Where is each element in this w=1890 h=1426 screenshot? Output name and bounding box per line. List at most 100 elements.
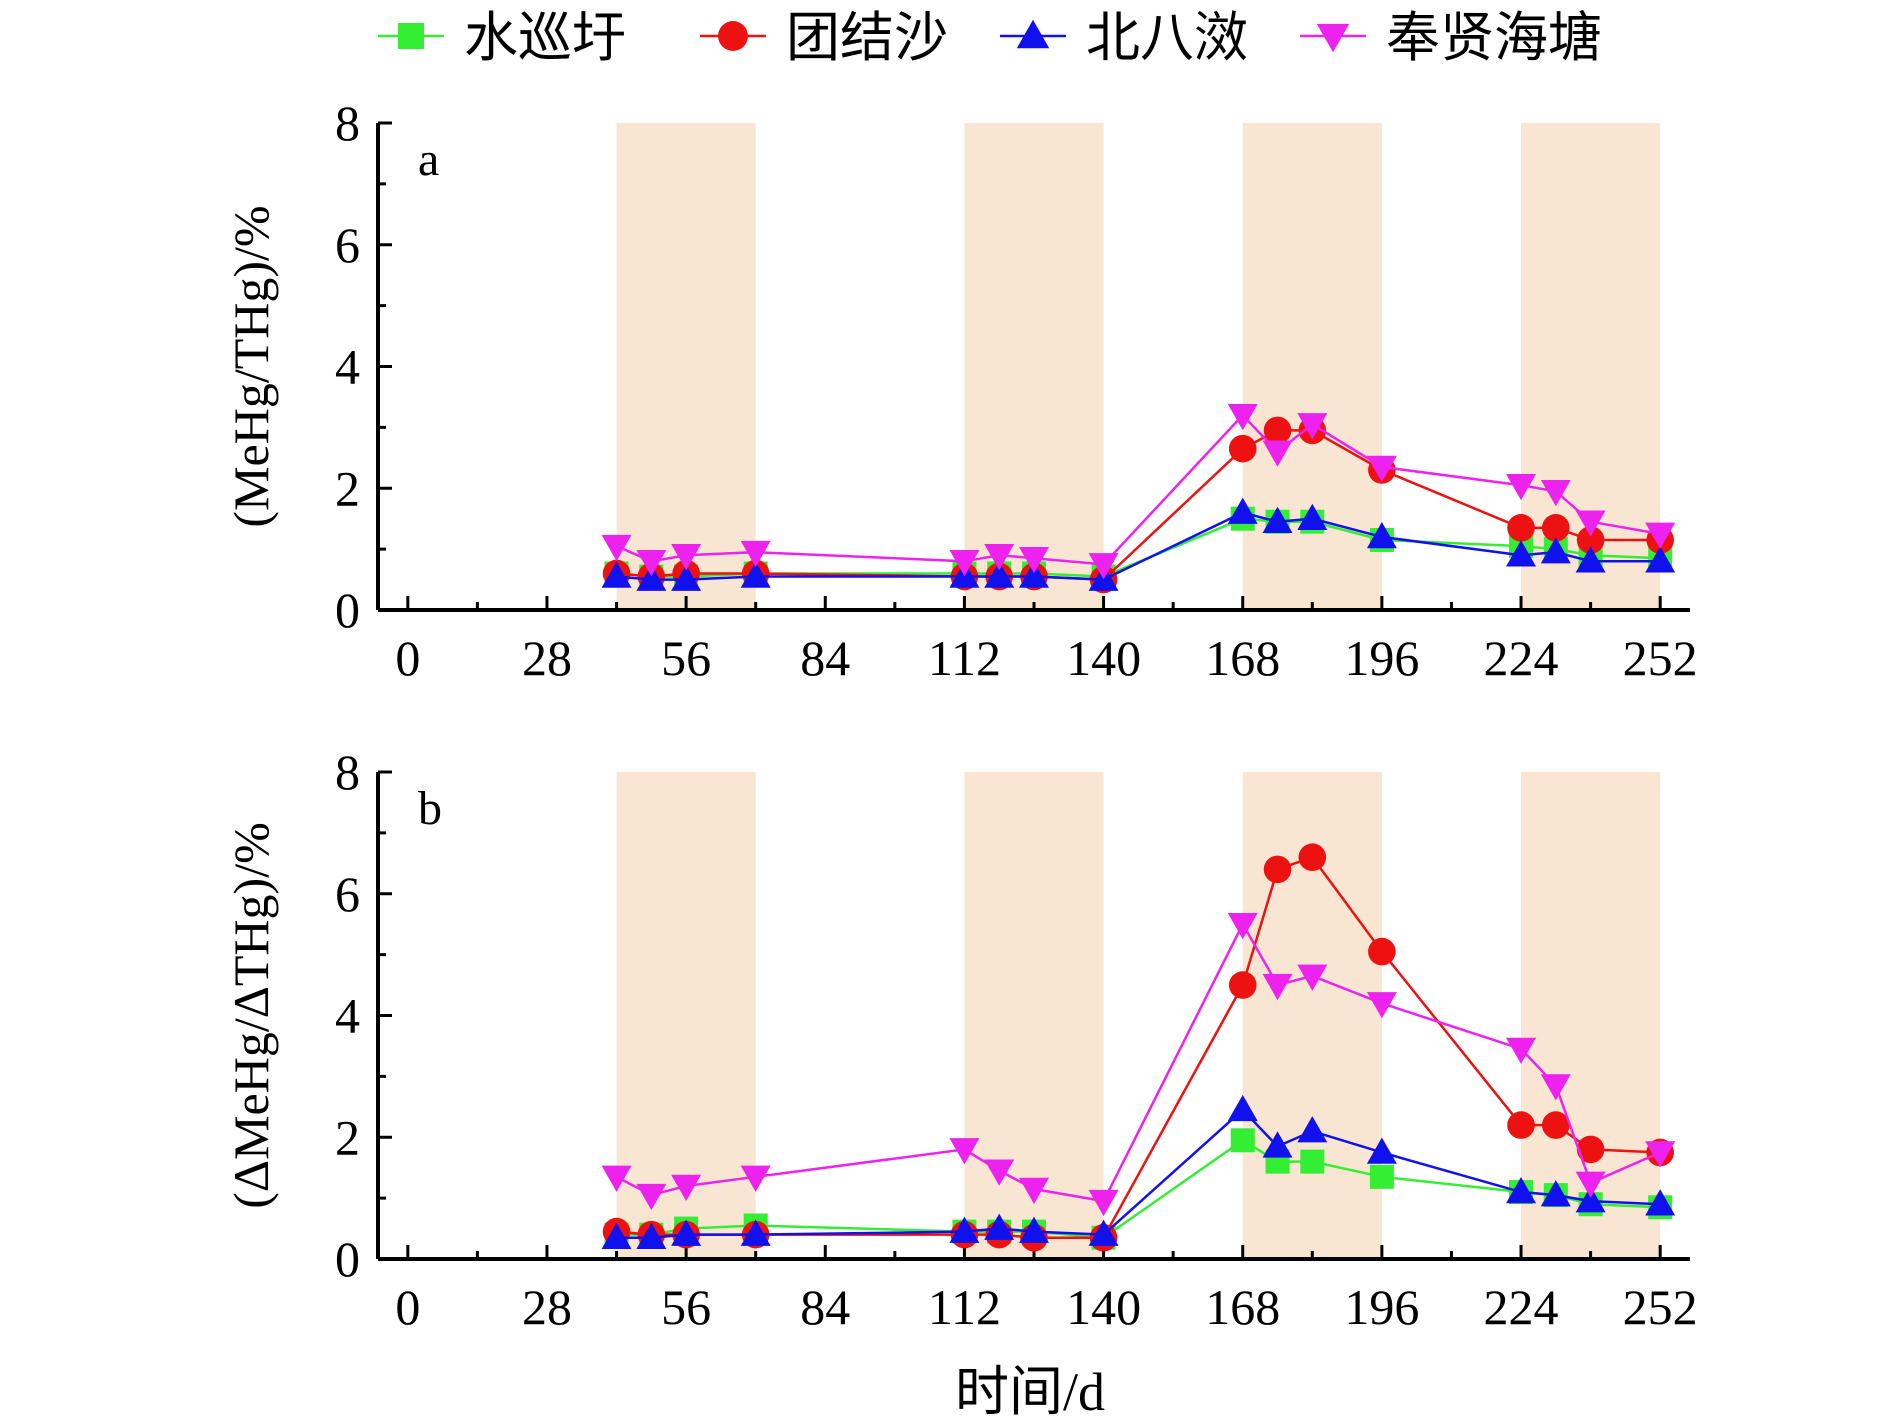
data-point-a-1-8 bbox=[1228, 434, 1257, 463]
data-point-b-2-10 bbox=[1297, 1116, 1328, 1143]
data-point-b-2-5 bbox=[984, 1213, 1015, 1240]
panel-a: 0 2 4 6 8 0 28 56 84 112 140 168 196 224 252 (MeHg/THg)… bbox=[223, 95, 1698, 686]
legend-item-2: 北八滧 bbox=[1000, 6, 1248, 69]
data-point-a-1-14 bbox=[1576, 526, 1605, 554]
x-tick-label-a-196: 196 bbox=[1344, 630, 1419, 686]
series-line-a-1 bbox=[616, 429, 1661, 581]
data-point-a-3-10 bbox=[1297, 413, 1328, 440]
series-a-1 bbox=[602, 416, 1674, 594]
x-tick-label-a-224: 224 bbox=[1484, 630, 1559, 686]
y-tick-label-b-4: 4 bbox=[335, 988, 360, 1044]
panel-letter-a: a bbox=[418, 133, 439, 186]
data-point-a-3-6 bbox=[1019, 547, 1049, 574]
legend-item-1: 团结沙 bbox=[700, 6, 948, 69]
data-point-b-1-11 bbox=[1368, 937, 1396, 966]
shaded-band-a-2 bbox=[1242, 123, 1382, 610]
data-point-a-3-14 bbox=[1575, 510, 1606, 537]
series-line-b-3 bbox=[615, 921, 1661, 1203]
y-tick-label-a-6: 6 bbox=[335, 217, 360, 273]
data-point-a-2-12 bbox=[1506, 540, 1537, 567]
data-point-b-3-4 bbox=[949, 1138, 980, 1165]
legend-item-0: 水巡圩 bbox=[378, 6, 626, 69]
series-line-a-3 bbox=[616, 413, 1661, 566]
data-point-b-3-1 bbox=[636, 1183, 667, 1211]
series-b-2 bbox=[601, 1094, 1676, 1249]
data-point-a-3-8 bbox=[1227, 403, 1258, 431]
series-line-a-0 bbox=[616, 517, 1661, 578]
data-point-b-1-10 bbox=[1298, 843, 1327, 872]
x-tick-label-b-56: 56 bbox=[661, 1279, 711, 1335]
data-point-b-1-14 bbox=[1576, 1135, 1605, 1164]
data-point-a-3-3 bbox=[740, 540, 771, 568]
data-point-b-0-8 bbox=[1230, 1128, 1255, 1153]
data-point-b-3-0 bbox=[601, 1165, 632, 1192]
data-point-b-2-4 bbox=[949, 1216, 980, 1243]
series-a-3 bbox=[601, 403, 1676, 580]
data-point-b-2-14 bbox=[1575, 1186, 1606, 1213]
data-point-b-1-9 bbox=[1263, 855, 1292, 884]
data-point-b-1-8 bbox=[1228, 971, 1257, 999]
data-point-b-3-11 bbox=[1366, 992, 1397, 1019]
series-line-b-0 bbox=[616, 1138, 1661, 1239]
x-tick-label-a-84: 84 bbox=[800, 630, 850, 686]
x-tick-label-a-56: 56 bbox=[661, 630, 711, 686]
series-line-a-2 bbox=[616, 511, 1661, 581]
data-point-a-1-13 bbox=[1542, 514, 1570, 542]
data-point-a-3-2 bbox=[671, 543, 702, 571]
data-point-b-2-0 bbox=[601, 1222, 632, 1249]
legend-item-3: 奉贤海塘 bbox=[1300, 6, 1602, 69]
data-point-a-2-10 bbox=[1297, 503, 1328, 530]
series-line-b-2 bbox=[616, 1108, 1661, 1239]
data-point-a-2-13 bbox=[1540, 537, 1571, 564]
legend: 水巡圩 团结沙 北八滧 奉贤海塘 bbox=[378, 6, 1602, 69]
data-point-b-3-3 bbox=[740, 1165, 771, 1192]
shaded-band-a-0 bbox=[616, 123, 756, 610]
data-point-b-2-13 bbox=[1540, 1180, 1571, 1207]
panel-letter-b: b bbox=[418, 782, 442, 835]
data-point-b-3-15 bbox=[1645, 1141, 1676, 1168]
data-point-a-3-13 bbox=[1540, 480, 1571, 507]
data-point-a-3-15 bbox=[1645, 522, 1676, 549]
series-a-2 bbox=[601, 497, 1676, 591]
y-tick-label-a-8: 8 bbox=[335, 95, 360, 151]
data-point-b-1-12 bbox=[1507, 1111, 1535, 1139]
data-point-a-2-9 bbox=[1262, 506, 1293, 533]
x-tick-label-b-252: 252 bbox=[1623, 1279, 1698, 1335]
x-tick-label-b-112: 112 bbox=[928, 1279, 1001, 1335]
data-point-a-3-7 bbox=[1088, 553, 1119, 580]
series-line-b-1 bbox=[616, 855, 1661, 1239]
x-tick-label-a-112: 112 bbox=[928, 630, 1001, 686]
y-axis-label-b: (ΔMeHg/ΔTHg)/% bbox=[223, 822, 279, 1208]
y-tick-label-a-0: 0 bbox=[335, 582, 360, 638]
series-b-3 bbox=[601, 912, 1676, 1217]
data-point-a-2-1 bbox=[636, 564, 667, 591]
x-tick-label-a-168: 168 bbox=[1205, 630, 1280, 686]
x-tick-label-b-196: 196 bbox=[1344, 1279, 1419, 1335]
data-point-b-2-2 bbox=[671, 1219, 702, 1246]
data-point-a-3-9 bbox=[1262, 440, 1293, 467]
x-tick-label-b-224: 224 bbox=[1484, 1279, 1559, 1335]
data-point-a-1-9 bbox=[1263, 416, 1292, 445]
data-point-b-2-11 bbox=[1366, 1137, 1397, 1164]
legend-marker-0 bbox=[398, 23, 424, 49]
shaded-band-a-1 bbox=[964, 123, 1104, 610]
data-point-a-2-0 bbox=[601, 561, 632, 588]
data-point-b-3-5 bbox=[984, 1159, 1015, 1186]
data-point-a-3-4 bbox=[949, 550, 980, 577]
data-point-b-2-3 bbox=[740, 1219, 771, 1246]
data-point-b-2-9 bbox=[1262, 1131, 1293, 1158]
y-tick-label-a-2: 2 bbox=[335, 460, 360, 516]
x-tick-label-b-28: 28 bbox=[522, 1279, 572, 1335]
data-point-b-2-1 bbox=[636, 1222, 667, 1249]
legend-label-2: 北八滧 bbox=[1086, 6, 1248, 69]
x-tick-label-a-0: 0 bbox=[395, 630, 420, 686]
x-tick-label-a-140: 140 bbox=[1066, 630, 1141, 686]
data-point-a-2-8 bbox=[1227, 497, 1258, 524]
data-point-a-2-2 bbox=[671, 564, 702, 591]
data-point-a-2-5 bbox=[984, 561, 1015, 588]
data-point-b-0-10 bbox=[1300, 1149, 1325, 1174]
y-tick-label-b-8: 8 bbox=[335, 744, 360, 800]
data-point-b-3-6 bbox=[1019, 1177, 1049, 1204]
data-point-b-2-8 bbox=[1227, 1094, 1258, 1122]
